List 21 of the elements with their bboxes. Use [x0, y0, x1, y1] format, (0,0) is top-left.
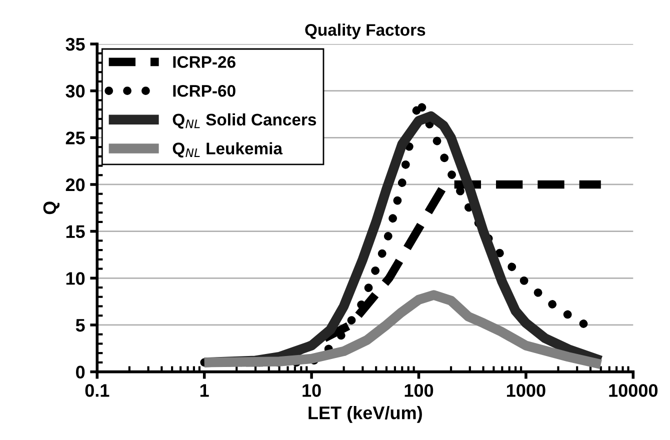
y-axis-title: Q: [43, 202, 60, 214]
y-tick-label: 10: [66, 272, 85, 285]
x-tick-label: 0.1: [85, 384, 110, 397]
y-tick-label: 15: [66, 225, 85, 238]
legend-label: Q$_{NL}$ Leukemia: [172, 142, 283, 158]
y-tick-label: 20: [66, 178, 85, 192]
y-tick-label: 25: [66, 132, 85, 144]
x-tick-label: 100: [404, 384, 434, 397]
y-tick-label: 5: [76, 319, 85, 332]
legend-label: Q$_{NL}$ Solid Cancers: [172, 113, 316, 129]
x-tick-label: 1: [200, 384, 209, 397]
x-tick-label: 10000: [609, 384, 658, 397]
y-tick-label: 30: [66, 84, 85, 98]
chart-title: Quality Factors: [305, 24, 426, 40]
x-tick-label: 10: [302, 384, 321, 397]
y-tick-label: 35: [66, 38, 85, 51]
x-axis-title: LET (keV/um): [308, 406, 422, 423]
legend-label: ICRP-60: [173, 84, 236, 97]
y-tick-label: 0: [76, 366, 85, 379]
legend-label: ICRP-26: [173, 56, 236, 68]
x-tick-label: 1000: [507, 384, 546, 397]
